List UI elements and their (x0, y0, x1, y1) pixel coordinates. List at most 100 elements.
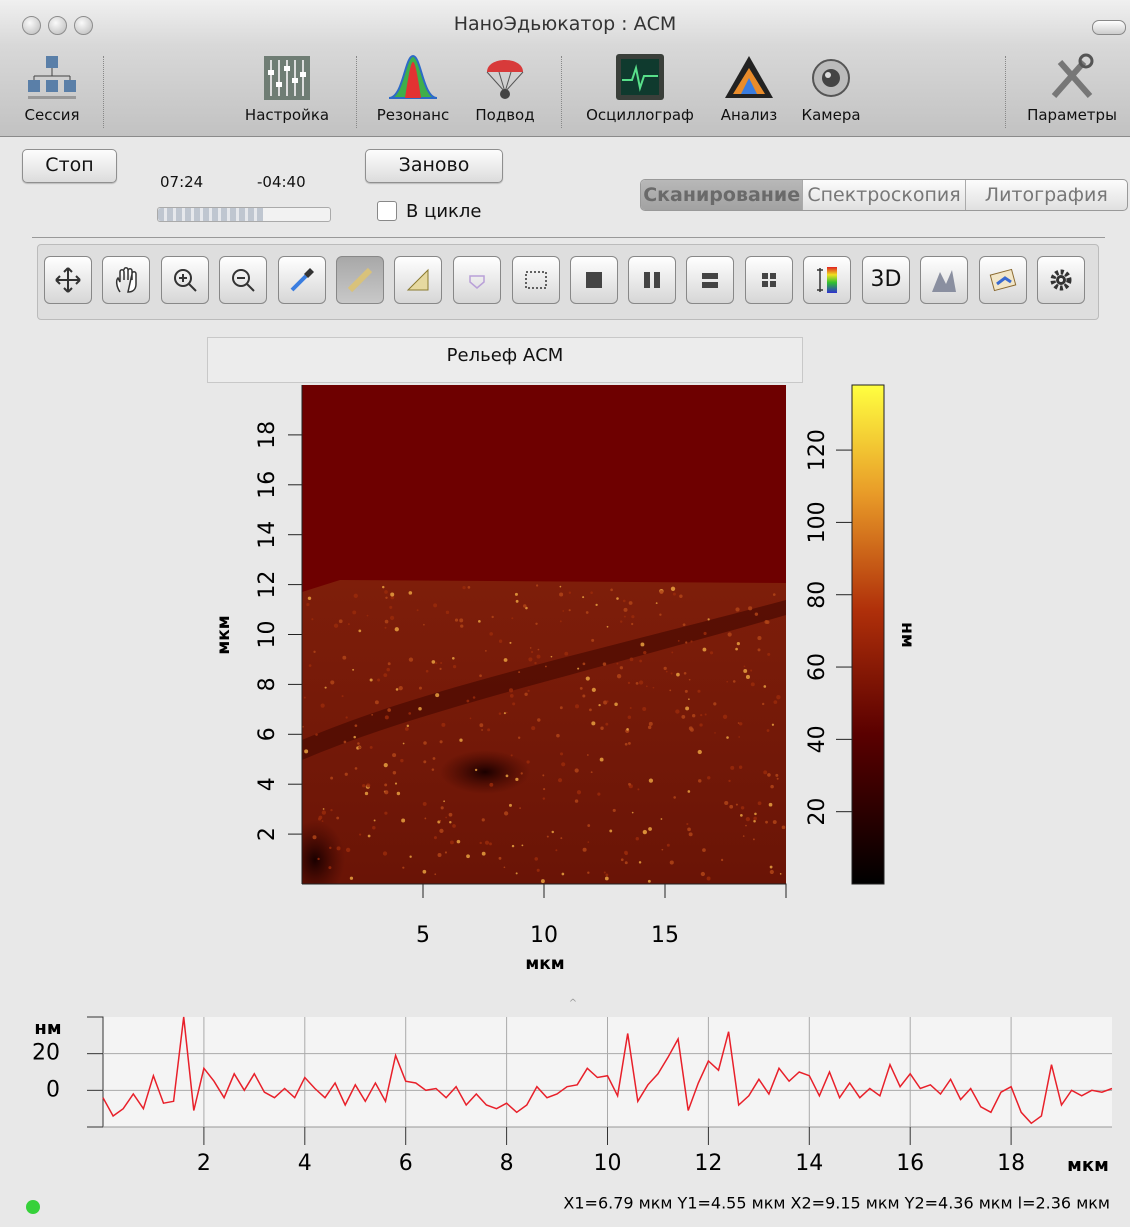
y-tick-label: 14 (255, 521, 280, 549)
toolbar-label: Сессия (24, 106, 80, 124)
toolbar-button[interactable]: Подвод (445, 52, 565, 124)
speckle (595, 603, 598, 606)
y-tick-label: 8 (255, 677, 280, 691)
speckle (452, 656, 455, 660)
speckle (345, 847, 351, 853)
splitter-handle[interactable]: ^ (569, 998, 577, 1009)
speckle (433, 836, 437, 840)
mode-tabs: Сканирование Спектроскопия Литография (640, 179, 1128, 211)
toolbar-button[interactable]: Резонанс (353, 52, 473, 124)
speckle (722, 714, 728, 719)
speckle (585, 676, 590, 681)
close-button[interactable] (22, 16, 41, 35)
x-axis (302, 883, 787, 898)
speckle (655, 602, 658, 605)
speckle (392, 770, 397, 775)
speckle (529, 647, 532, 649)
speckle (509, 641, 512, 644)
tab[interactable]: Литография (984, 184, 1108, 206)
speckle (577, 667, 580, 670)
layout-one[interactable] (570, 256, 618, 304)
speckle (408, 591, 413, 595)
speckle (384, 626, 387, 629)
speckle (626, 728, 629, 731)
toolbar-button[interactable]: Параметры (1012, 52, 1130, 124)
minimize-button[interactable] (48, 16, 67, 35)
speckle (686, 822, 689, 826)
angle-tool[interactable] (394, 256, 442, 304)
layout-four[interactable] (745, 256, 793, 304)
speckle (605, 873, 609, 877)
zoom-button[interactable] (74, 16, 93, 35)
speckle (631, 622, 634, 626)
speckle (670, 672, 673, 675)
speckle (512, 702, 516, 706)
speckle (604, 876, 609, 881)
speckle (542, 797, 546, 800)
speckle (750, 682, 755, 687)
speckle (689, 727, 694, 732)
speckle (392, 753, 397, 758)
speckle (555, 849, 558, 852)
speckle (606, 625, 609, 628)
speckle (369, 745, 373, 749)
restart-button[interactable]: Заново (365, 149, 503, 183)
picker-tool[interactable] (278, 256, 326, 304)
toolbar-toggle[interactable] (1092, 20, 1126, 35)
layout-two-columns[interactable] (628, 256, 676, 304)
view-3d-tool[interactable]: 3D (862, 256, 910, 304)
speckle (459, 738, 463, 742)
speckle (735, 803, 738, 806)
speckle (440, 806, 444, 810)
zoom-out-tool[interactable] (219, 256, 267, 304)
palette-tool[interactable] (803, 256, 851, 304)
tab[interactable]: Спектроскопия (803, 180, 966, 210)
speckle (672, 592, 676, 596)
speckle (612, 808, 616, 812)
tab[interactable]: Сканирование (641, 180, 804, 210)
hand-tool[interactable] (102, 256, 150, 304)
toolbar-button[interactable]: Осциллограф (580, 52, 700, 124)
settings-tool[interactable] (1037, 256, 1085, 304)
loop-label[interactable]: В цикле (406, 201, 482, 222)
speckle (435, 693, 440, 698)
speckle (404, 727, 409, 731)
toolbar-button[interactable]: Настройка (227, 52, 347, 124)
speckle (606, 700, 609, 703)
toolbar-button[interactable]: Анализ (689, 52, 809, 124)
toolbar-button[interactable]: Камера (771, 52, 891, 124)
speckle (439, 819, 442, 822)
speckle (622, 599, 626, 603)
speckle (642, 829, 648, 835)
loop-checkbox[interactable] (377, 201, 397, 221)
speckle (489, 842, 492, 846)
surface-tool[interactable] (920, 256, 968, 304)
speckle (781, 825, 786, 830)
speckle (333, 623, 339, 628)
speckle (690, 640, 693, 643)
speckle (767, 652, 771, 656)
speckle (576, 790, 582, 795)
speckle (536, 654, 541, 659)
speckle (364, 791, 369, 796)
speckle (647, 879, 651, 883)
select-tool[interactable] (512, 256, 560, 304)
speckle (648, 778, 654, 783)
speckle (609, 829, 613, 833)
toolbar-label: Резонанс (376, 106, 450, 124)
ruler-tool[interactable] (336, 256, 384, 304)
stop-button[interactable]: Стоп (22, 149, 117, 183)
speckle (484, 840, 490, 845)
speckle (324, 686, 327, 689)
mask-tool[interactable] (453, 256, 501, 304)
export-tool[interactable] (979, 256, 1027, 304)
toolbar-button[interactable]: Сессия (0, 52, 112, 124)
toolbar-label: Осциллограф (586, 106, 694, 124)
zoom-in-tool[interactable] (161, 256, 209, 304)
x-tick-label: 6 (399, 1151, 413, 1176)
speckle (559, 592, 564, 597)
pan-tool[interactable] (44, 256, 92, 304)
speckle (435, 662, 438, 665)
layout-two-rows[interactable] (686, 256, 734, 304)
